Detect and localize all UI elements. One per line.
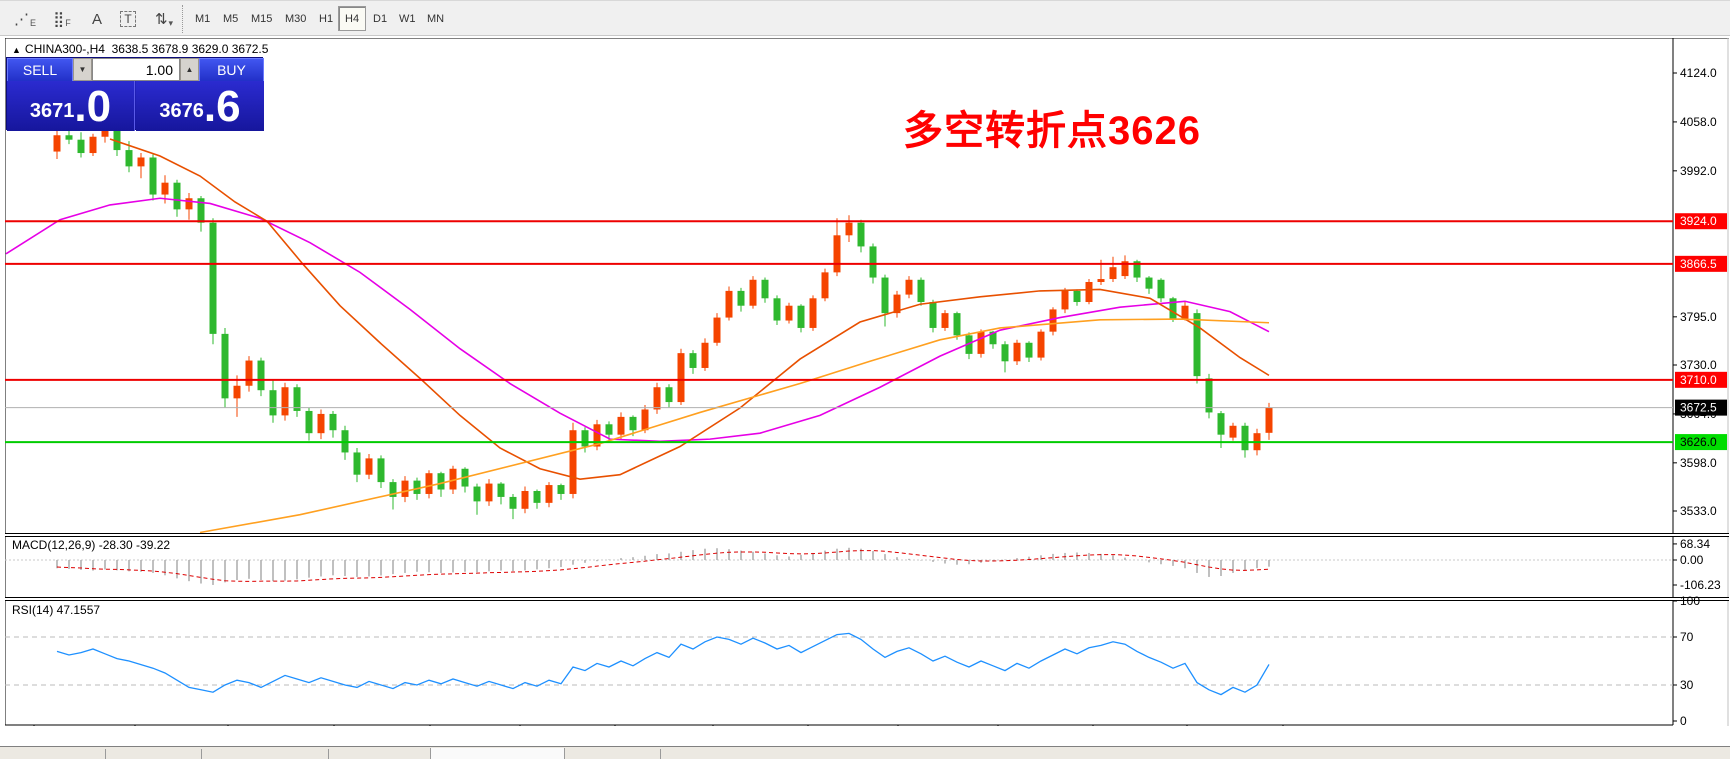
svg-text:3795.0: 3795.0 bbox=[1680, 310, 1717, 324]
svg-text:4058.0: 4058.0 bbox=[1680, 115, 1717, 129]
bottom-tab-active[interactable] bbox=[430, 748, 565, 759]
svg-text:3710.0: 3710.0 bbox=[1680, 373, 1717, 387]
tab-divider bbox=[328, 749, 329, 759]
svg-text:3866.5: 3866.5 bbox=[1680, 257, 1717, 271]
draw-e-glyph: ⋰ bbox=[13, 11, 29, 28]
timeframe-h1[interactable]: H1 bbox=[319, 12, 334, 25]
toolbar: ⋰ E ⣿ F A T ⇅ ▾ M1 M5 M15 M30 H1 H4 D1 W… bbox=[0, 0, 1730, 36]
svg-text:70: 70 bbox=[1680, 630, 1694, 644]
chart-title: ▲ CHINA300-,H4 3638.5 3678.9 3629.0 3672.… bbox=[12, 42, 268, 56]
one-click-trading-panel: SELL ▼ ▲ BUY 3671 .0 3676 .6 bbox=[6, 57, 264, 131]
tab-divider bbox=[660, 749, 661, 759]
timeframe-m1[interactable]: M1 bbox=[195, 12, 211, 25]
chart-annotation-text: 多空转折点3626 bbox=[903, 109, 1201, 153]
toolbar-separator bbox=[182, 5, 187, 33]
tab-divider bbox=[105, 749, 106, 759]
svg-text:0.00: 0.00 bbox=[1680, 553, 1704, 567]
sell-button[interactable]: SELL bbox=[7, 58, 73, 81]
svg-text:0: 0 bbox=[1680, 714, 1687, 726]
svg-text:68.34: 68.34 bbox=[1680, 537, 1710, 551]
rsi-indicator-label: RSI(14) 47.1557 bbox=[12, 603, 101, 617]
timeframe-m15[interactable]: M15 bbox=[251, 12, 273, 25]
sell-price-display[interactable]: 3671 .0 bbox=[7, 81, 135, 131]
svg-text:30: 30 bbox=[1680, 678, 1694, 692]
buy-price-display[interactable]: 3676 .6 bbox=[136, 81, 264, 131]
chevron-down-icon[interactable]: ▾ bbox=[168, 17, 174, 28]
svg-text:3598.0: 3598.0 bbox=[1680, 456, 1717, 470]
timeframe-m30[interactable]: M30 bbox=[285, 12, 307, 25]
svg-text:3626.0: 3626.0 bbox=[1680, 435, 1717, 449]
volume-increase-button[interactable]: ▲ bbox=[180, 58, 199, 81]
bottom-tab-bar bbox=[0, 746, 1730, 759]
buy-price-main: 3676 bbox=[159, 100, 204, 122]
price-axis[interactable] bbox=[1674, 38, 1730, 726]
time-axis[interactable] bbox=[5, 727, 1673, 745]
svg-text:-106.23: -106.23 bbox=[1680, 578, 1721, 592]
spin-down-icon: ▼ bbox=[78, 65, 87, 74]
chart-canvas[interactable]: 4124.04058.03992.03795.03730.03664.03598… bbox=[5, 38, 1729, 726]
macd-indicator-label: MACD(12,26,9) -28.30 -39.22 bbox=[12, 538, 171, 552]
svg-text:3672.5: 3672.5 bbox=[1680, 401, 1717, 415]
cursor-mode-icon[interactable]: ⇅ ▾ bbox=[154, 11, 174, 28]
svg-text:100: 100 bbox=[1680, 594, 1700, 608]
svg-text:4124.0: 4124.0 bbox=[1680, 66, 1717, 80]
tab-divider bbox=[201, 749, 202, 759]
text-a-icon[interactable]: A bbox=[91, 10, 102, 28]
grid-f-icon[interactable]: ⣿ F bbox=[53, 11, 71, 28]
sell-price-frac: .0 bbox=[74, 82, 112, 131]
timeframe-mn[interactable]: MN bbox=[427, 12, 445, 25]
spin-up-icon: ▲ bbox=[185, 65, 194, 74]
chart-title-text: CHINA300-,H4 3638.5 3678.9 3629.0 3672.5 bbox=[24, 42, 269, 56]
svg-text:3992.0: 3992.0 bbox=[1680, 164, 1717, 178]
sell-price-main: 3671 bbox=[29, 100, 75, 122]
textbox-t-icon[interactable]: T bbox=[114, 6, 142, 32]
svg-text:3533.0: 3533.0 bbox=[1680, 504, 1717, 518]
svg-text:3730.0: 3730.0 bbox=[1680, 358, 1717, 372]
volume-decrease-button[interactable]: ▼ bbox=[73, 58, 92, 81]
timeframe-d1[interactable]: D1 bbox=[373, 12, 388, 25]
svg-text:3924.0: 3924.0 bbox=[1680, 214, 1717, 228]
timeframe-h4[interactable]: H4 bbox=[338, 6, 367, 31]
buy-price-frac: .6 bbox=[203, 82, 241, 131]
timeframe-m5[interactable]: M5 bbox=[223, 12, 239, 25]
volume-input[interactable] bbox=[92, 58, 180, 81]
grid-f-glyph: ⣿ bbox=[53, 11, 65, 28]
timeframe-w1[interactable]: W1 bbox=[399, 12, 416, 25]
symbol-marker-icon: ▲ bbox=[12, 45, 21, 55]
buy-button[interactable]: BUY bbox=[199, 58, 264, 81]
draw-e-icon[interactable]: ⋰ E bbox=[13, 11, 36, 28]
